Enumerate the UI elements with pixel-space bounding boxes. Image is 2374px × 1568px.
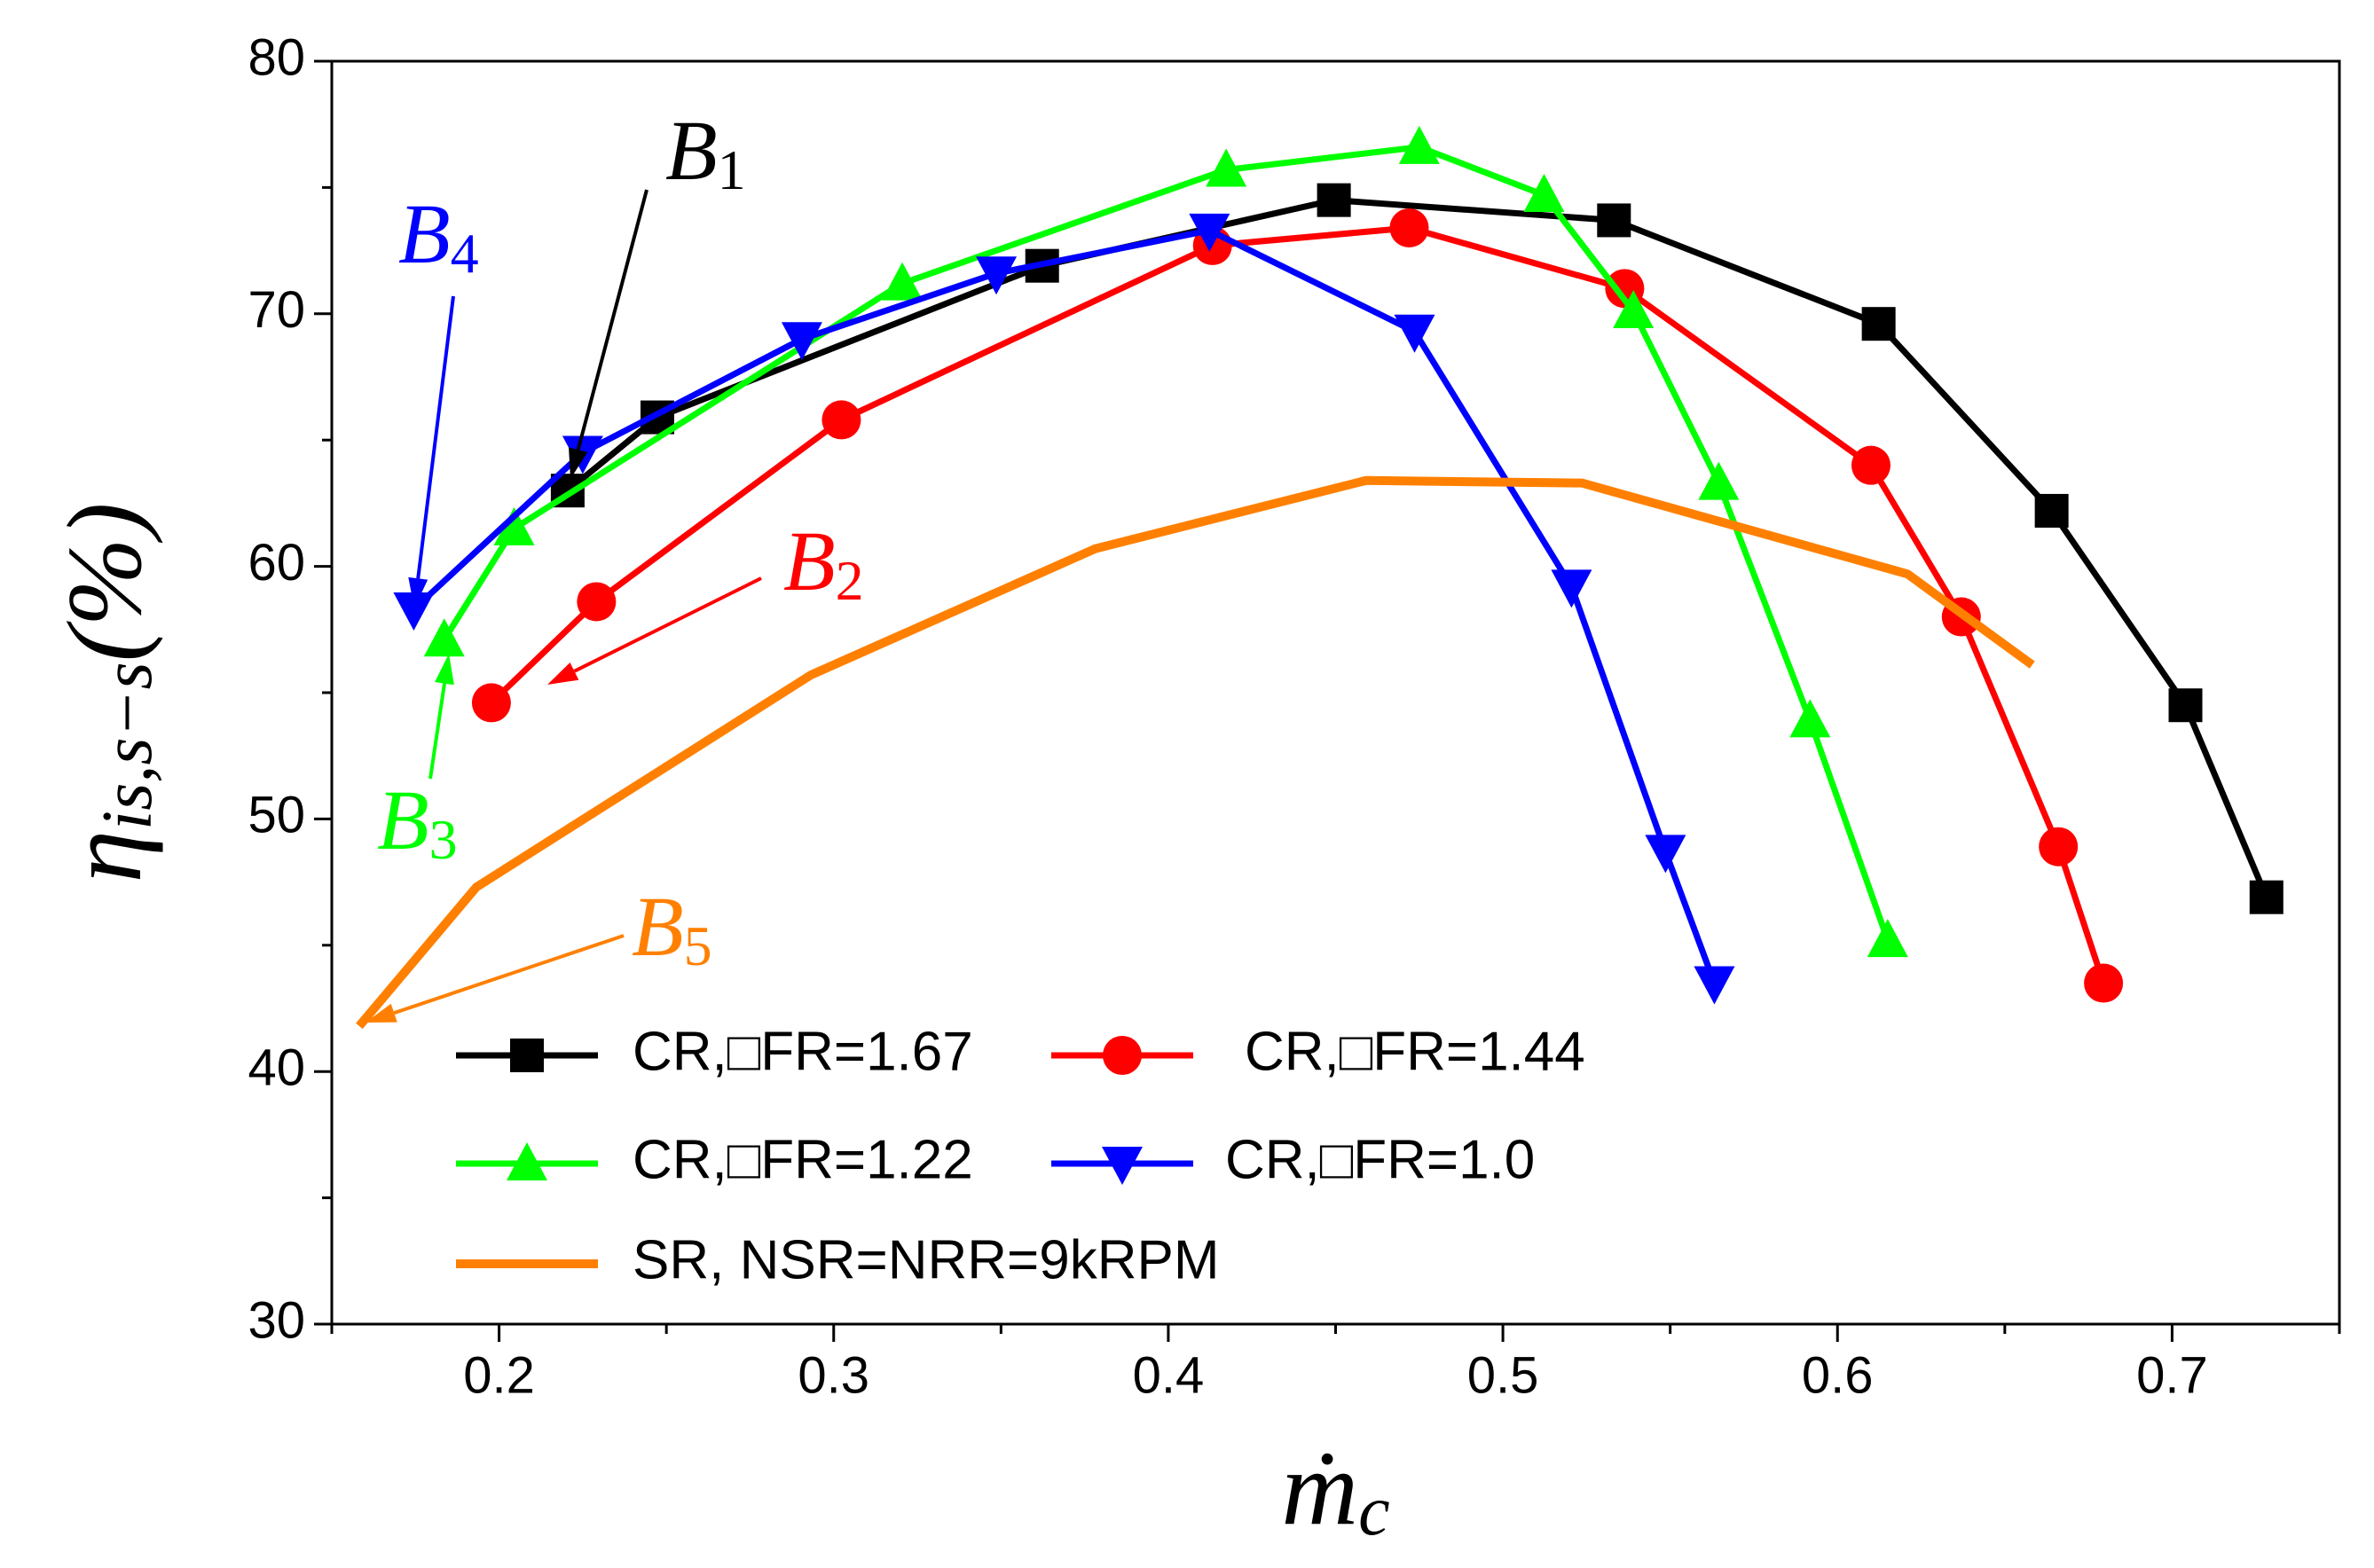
marker	[1613, 289, 1655, 328]
legend-marker	[1102, 1147, 1143, 1185]
annotation-main: B	[632, 879, 684, 974]
series-line	[441, 144, 1891, 942]
marker	[1698, 461, 1740, 500]
marker	[1645, 835, 1686, 874]
annotation-main: B	[377, 772, 429, 867]
x-label-sub: c	[1358, 1472, 1390, 1550]
legend-label: CR,□FR=1.0	[1225, 1129, 1535, 1190]
marker	[1206, 148, 1247, 187]
y-tick-label: 30	[248, 1291, 305, 1349]
marker	[1398, 125, 1440, 164]
marker	[1389, 208, 1429, 247]
arrow-head	[435, 654, 454, 686]
marker	[2084, 963, 2124, 1003]
marker	[882, 262, 924, 301]
arrow-head	[408, 576, 428, 608]
legend-label: CR,□FR=1.67	[633, 1021, 973, 1082]
annotation: B3	[377, 772, 458, 871]
marker	[1189, 213, 1230, 252]
series-line	[356, 475, 2035, 1030]
y-tick-label: 80	[248, 28, 305, 86]
annotation: B4	[398, 186, 479, 285]
marker	[1523, 173, 1565, 212]
arrow-head	[547, 662, 579, 685]
annotation-arrow	[573, 576, 762, 673]
marker	[2034, 493, 2069, 528]
y-label-sub: is,s−s	[89, 662, 167, 830]
annotation-arrow	[393, 934, 625, 1015]
x-tick-label: 0.7	[2136, 1346, 2208, 1404]
marker	[1861, 307, 1896, 341]
annotation-sub: 5	[684, 914, 712, 977]
marker	[1867, 919, 1908, 958]
marker	[1394, 314, 1435, 353]
legend-marker	[507, 1142, 547, 1180]
annotation-sub: 2	[836, 549, 864, 612]
marker	[1851, 445, 1891, 485]
annotation: B5	[632, 879, 712, 977]
marker	[2249, 880, 2284, 914]
arrow-head	[569, 447, 588, 479]
x-label-main: ṁ	[1281, 1429, 1358, 1547]
legend-marker	[1103, 1036, 1142, 1075]
marker	[2168, 688, 2203, 723]
legend-marker	[510, 1039, 544, 1072]
x-tick-label: 0.6	[1802, 1346, 1874, 1404]
arrow-head	[366, 1003, 397, 1023]
annotation-main: B	[783, 514, 836, 608]
legend-label: CR,□FR=1.22	[633, 1129, 973, 1190]
y-tick-label: 70	[248, 281, 305, 339]
marker	[423, 618, 465, 657]
annotation-sub: 1	[718, 138, 746, 201]
y-tick-label: 60	[248, 534, 305, 592]
marker	[1694, 966, 1735, 1005]
marker	[781, 322, 822, 361]
x-axis-label: ṁc	[1281, 1429, 1389, 1551]
y-label-unit: (%)	[45, 502, 163, 662]
annotation-arrow	[576, 189, 649, 451]
x-tick-label: 0.3	[798, 1346, 869, 1404]
marker	[976, 256, 1018, 295]
series-line	[489, 224, 2107, 984]
y-axis-label: ηis,s−s(%)	[45, 502, 168, 882]
marker	[821, 400, 861, 440]
legend-label: CR,□FR=1.44	[1245, 1021, 1585, 1082]
marker	[1597, 203, 1631, 238]
annotation-arrow	[428, 683, 446, 780]
annotation: B1	[665, 103, 746, 201]
marker	[1789, 699, 1831, 738]
y-tick-label: 40	[248, 1039, 305, 1097]
annotation-main: B	[665, 103, 718, 198]
marker	[577, 582, 617, 622]
y-tick-label: 50	[248, 787, 305, 844]
marker	[493, 506, 535, 545]
annotation: B2	[783, 514, 864, 612]
annotation-sub: 3	[429, 808, 458, 871]
annotation-arrow	[416, 295, 455, 579]
marker	[393, 592, 435, 631]
x-tick-label: 0.2	[463, 1346, 535, 1404]
x-tick-label: 0.5	[1467, 1346, 1539, 1404]
x-tick-label: 0.4	[1133, 1346, 1205, 1404]
marker	[1317, 183, 1351, 217]
y-label-main: η	[45, 830, 163, 883]
marker	[2039, 827, 2079, 866]
annotation-main: B	[398, 186, 451, 281]
marker	[1551, 569, 1592, 608]
annotation-sub: 4	[451, 222, 479, 285]
legend-label: SR, NSR=NRR=9kRPM	[633, 1229, 1219, 1290]
marker	[471, 683, 511, 723]
